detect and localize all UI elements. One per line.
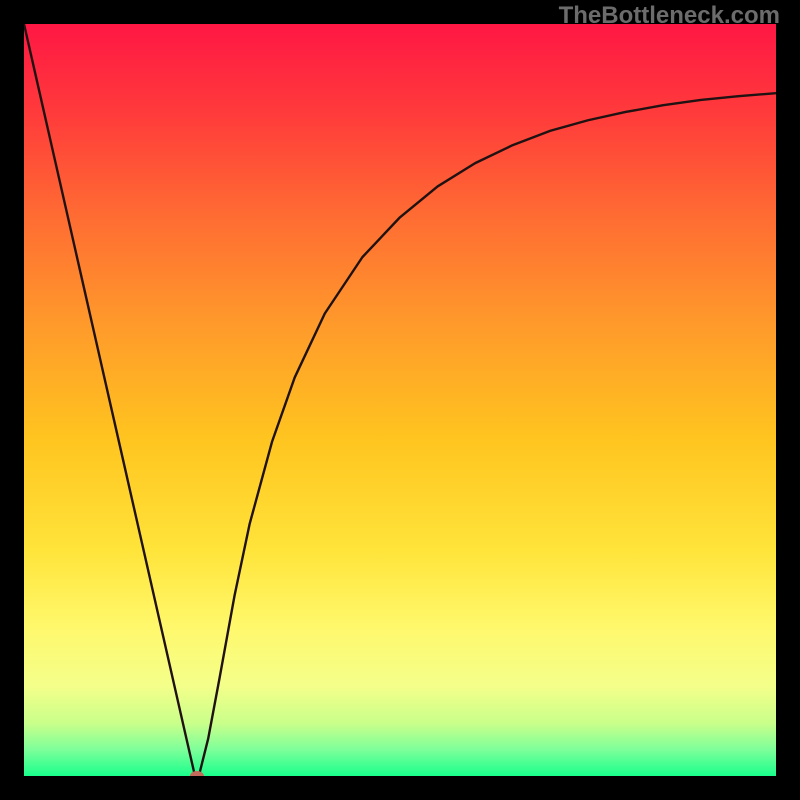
chart-container: TheBottleneck.com [0,0,800,800]
bottleneck-curve [24,24,776,776]
plot-area [24,24,776,776]
minimum-marker [190,771,204,776]
watermark-text: TheBottleneck.com [559,2,780,30]
curve-layer [24,24,776,776]
